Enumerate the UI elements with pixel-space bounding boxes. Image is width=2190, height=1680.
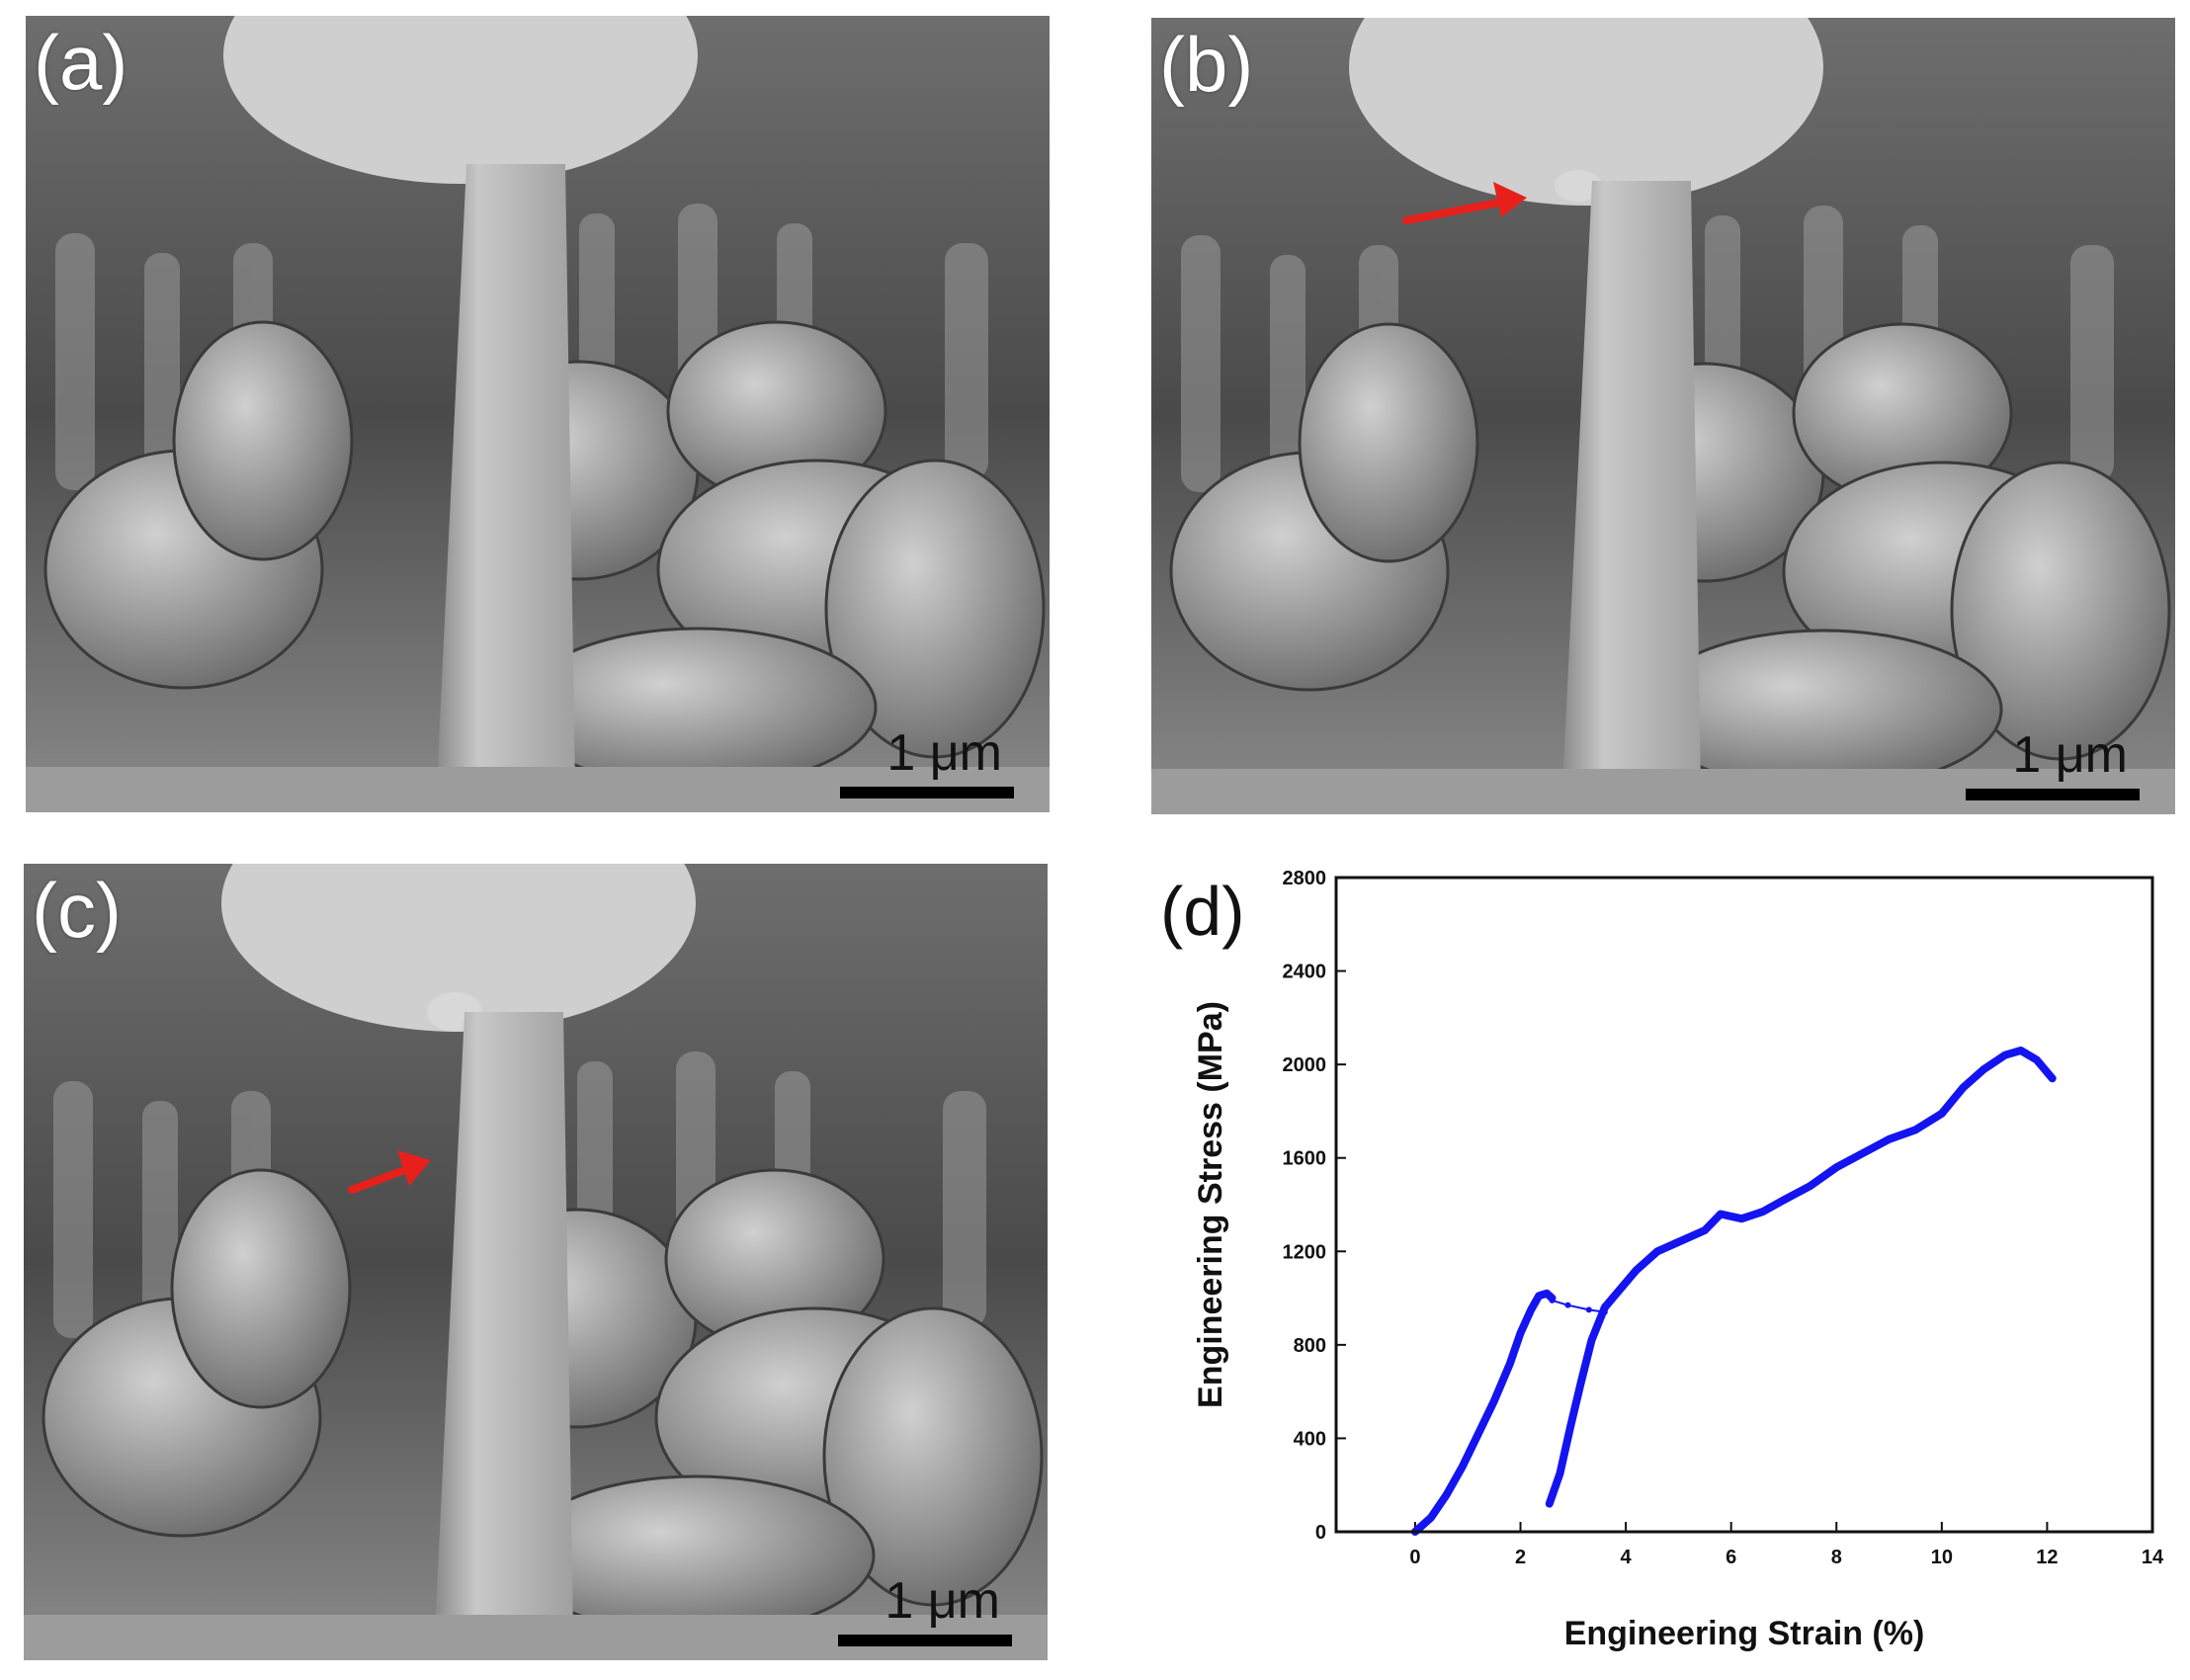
x-tick-label: 14 — [2142, 1547, 2164, 1568]
scale-bar-label-b: 1 μm — [2012, 726, 2128, 784]
y-tick-label: 2400 — [1283, 962, 1327, 983]
series-line-1 — [1410, 1289, 1557, 1536]
y-tick-label: 2000 — [1283, 1054, 1327, 1076]
series-line-3 — [1545, 1047, 2057, 1508]
data-point — [1564, 1302, 1571, 1308]
red-arrow-b — [1402, 182, 1527, 224]
x-axis-title: Engineering Strain (%) — [1564, 1615, 1925, 1652]
sem-texture-a — [26, 16, 1050, 812]
scale-bar-a — [840, 787, 1014, 798]
sem-texture-b — [1151, 18, 2175, 814]
sem-texture-c — [24, 864, 1048, 1660]
plot-frame — [1334, 876, 2154, 1534]
stress-strain-chart: (d) 0 2 4 6 8 10 12 14 0 400 800 1200 1600 2000 2400 28… — [1154, 864, 2182, 1674]
sem-image-c: (c) 1 μm — [24, 864, 1048, 1660]
x-tick-label: 10 — [1931, 1547, 1953, 1568]
panel-label-b: (b) — [1159, 21, 1254, 108]
x-tick-label: 8 — [1831, 1547, 1842, 1568]
panel-label-c: (c) — [32, 867, 122, 954]
data-point — [1585, 1306, 1592, 1313]
red-arrow-c — [348, 1150, 431, 1194]
y-tick-label: 1200 — [1283, 1241, 1327, 1263]
series-line-2 — [1551, 1299, 1606, 1313]
x-tick-label: 4 — [1621, 1547, 1633, 1568]
panel-label-a: (a) — [34, 19, 128, 106]
panel-label-d: (d) — [1160, 873, 1245, 950]
y-axis-title: Engineering Stress (MPa) — [1192, 1001, 1229, 1408]
x-tick-label: 6 — [1726, 1547, 1736, 1568]
scale-bar-c — [838, 1635, 1012, 1646]
scale-bar-label-a: 1 μm — [886, 724, 1002, 782]
chart-svg: (d) 0 2 4 6 8 10 12 14 0 400 800 1200 1600 2000 2400 28… — [1160, 868, 2164, 1652]
x-tick-label: 0 — [1409, 1547, 1420, 1568]
data-point — [1549, 1297, 1556, 1303]
sem-image-b: (b) 1 μm — [1151, 18, 2175, 814]
scale-bar-b — [1966, 789, 2140, 800]
x-tick-label: 2 — [1515, 1547, 1526, 1568]
y-tick-label: 2800 — [1283, 868, 1327, 889]
sem-image-a: (a) 1 μm — [26, 16, 1050, 812]
y-tick-label: 800 — [1294, 1335, 1326, 1357]
y-tick-label: 400 — [1294, 1428, 1326, 1450]
y-tick-label: 1600 — [1283, 1148, 1327, 1170]
x-tick-label: 12 — [2036, 1547, 2058, 1568]
scale-bar-label-c: 1 μm — [884, 1572, 1000, 1630]
y-tick-label: 0 — [1315, 1522, 1326, 1544]
